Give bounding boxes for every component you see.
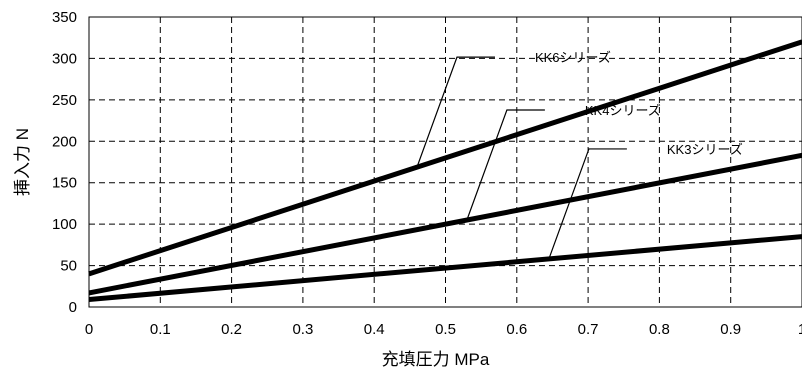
x-tick-label: 0.1	[150, 321, 171, 338]
series-line	[88, 39, 802, 277]
callout-leader	[466, 109, 545, 221]
y-tick-label: 150	[52, 175, 77, 192]
x-tick-label: 0	[85, 321, 93, 338]
x-tick-label: 0.7	[578, 321, 599, 338]
x-tick-label: 0.9	[720, 321, 741, 338]
series-callouts: KK6シリーズ KK4シリーズ KK3シリーズ	[416, 50, 743, 260]
x-tick-label: 0.8	[649, 321, 670, 338]
y-tick-label: 250	[52, 92, 77, 109]
series-label: KK3シリーズ	[667, 142, 743, 157]
y-axis-title: 挿入力 N	[13, 128, 32, 196]
callout-leader	[416, 56, 495, 168]
y-axis-ticks: 0 50 100 150 200 250 300 350	[52, 9, 77, 316]
x-tick-label: 0.3	[292, 321, 313, 338]
grid	[89, 17, 802, 307]
callout-leader	[548, 148, 627, 260]
x-tick-label: 0.2	[221, 321, 242, 338]
x-tick-label: 1	[798, 321, 802, 338]
y-tick-label: 100	[52, 216, 77, 233]
y-tick-label: 300	[52, 50, 77, 67]
y-tick-label: 50	[60, 258, 77, 275]
x-tick-label: 0.5	[435, 321, 456, 338]
plot-area-frame	[88, 16, 802, 308]
x-tick-label: 0.6	[506, 321, 527, 338]
x-axis-title: 充填圧力 MPa	[382, 350, 490, 369]
x-axis-ticks: 0 0.1 0.2 0.3 0.4 0.5 0.6 0.7 0.8 0.9 1	[85, 321, 802, 338]
y-tick-label: 350	[52, 9, 77, 26]
x-tick-label: 0.4	[364, 321, 385, 338]
series-label: KK4シリーズ	[585, 103, 661, 118]
y-tick-label: 200	[52, 133, 77, 150]
series-line	[88, 234, 802, 303]
y-tick-label: 0	[69, 299, 77, 316]
series-line	[88, 152, 802, 296]
series-label: KK6シリーズ	[535, 50, 611, 65]
series-lines	[88, 39, 802, 303]
